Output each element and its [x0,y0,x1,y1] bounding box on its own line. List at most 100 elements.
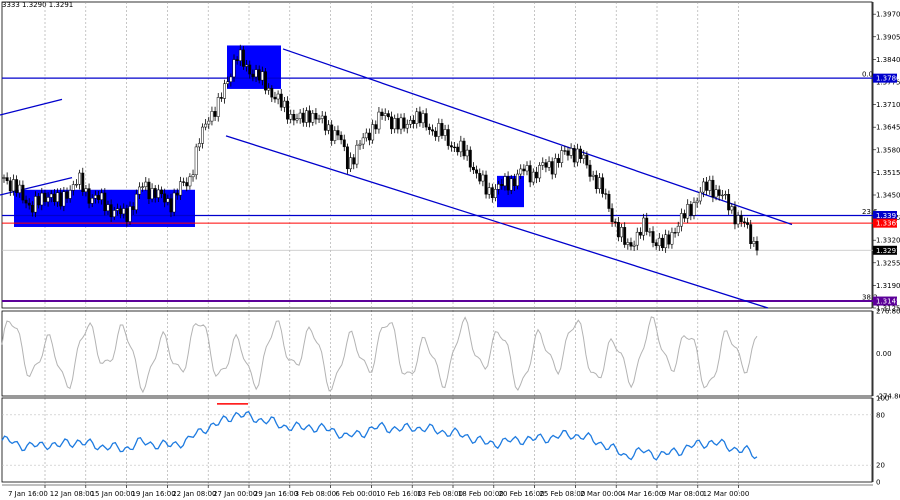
rsi-tick-label: 20 [876,462,885,470]
candle-body [695,200,699,203]
candle-body [352,157,356,165]
candle-body [153,188,157,198]
candle-body [673,232,677,234]
candle-body [601,177,605,194]
candle-body [156,189,160,198]
candle-body [739,215,743,223]
candle-body [115,208,119,211]
candle-body [434,130,438,137]
rsi-line [1,410,758,461]
candle-body [538,165,542,179]
candle-body [418,111,422,124]
candle-body [657,237,661,247]
candle-body [254,69,258,78]
candle-body [730,206,734,211]
candle-body [371,124,375,141]
candle-body [676,225,680,233]
candle-body [638,231,642,236]
time-axis-label: 19 Jan 16:00 [131,490,175,498]
price-level-tag-label: 1.3291 [876,247,900,255]
candle-body [437,123,441,137]
candle-body [604,193,608,195]
candle-body [78,172,82,185]
candle-body [453,146,456,149]
time-axis-label: 2 Mar 00:00 [580,490,622,498]
candle-body [270,88,274,98]
candle-body [689,204,693,216]
price-tick-label: 1.3905 [876,33,900,41]
candle-body [314,113,318,120]
time-axis-label: 7 Jan 16:00 [8,490,48,498]
candle-body [204,123,208,128]
candle-body [90,198,94,204]
rsi-pane-frame [1,397,873,483]
candle-body [150,188,154,200]
candle-body [582,154,586,159]
candle-body [667,234,671,245]
candle-body [701,181,705,193]
price-level-tag-label: 1.3369 [876,220,900,228]
candle-body [141,186,145,188]
price-tick-label: 1.3450 [876,191,900,199]
rsi-pane: 100 80 20 0 [1,395,889,487]
candle-body [166,198,170,203]
candle-body [686,204,690,219]
candle-body [519,168,523,175]
candle-body [333,130,337,141]
symbol-quote: 3333 1.3290 1.3291 [2,1,74,9]
candle-body [708,179,712,191]
candle-body [12,179,15,192]
candle-body [610,208,614,223]
candle-body [661,237,664,249]
candle-body [30,204,34,213]
candle-body [197,143,201,148]
candle-body [46,197,50,203]
candle-body [103,192,107,212]
candle-body [591,174,595,177]
candle-body [188,176,192,187]
price-tick-label: 1.3255 [876,259,900,267]
candle-body [651,231,655,243]
candle-body [71,184,75,191]
candle-body [355,144,359,165]
candle-body [93,195,97,199]
candle-body [566,150,570,156]
candle-body [345,146,349,170]
candle-body [361,137,365,145]
candle-body [172,192,176,213]
candle-body [579,148,583,159]
price-level-tag [873,245,897,255]
cci-tick-label: -274.865 [876,393,900,401]
candle-body [616,221,620,238]
candle-body [320,115,324,119]
candle-body [632,244,636,247]
candle-body [37,196,41,206]
candle-body [342,139,346,148]
candle-body [755,241,759,251]
candle-body [122,208,126,215]
candle-body [468,149,472,168]
candle-body [386,113,390,118]
candle-body [541,162,545,166]
candle-body [399,117,403,130]
time-axis-label: 18 Feb 00:00 [458,490,504,498]
candle-body [84,188,88,192]
candle-body [626,242,630,245]
candle-body [431,129,434,132]
candle-body [59,192,63,207]
candle-body [550,161,554,175]
time-axis-label: 6 Feb 00:00 [335,490,376,498]
candle-body [446,129,450,146]
candle-body [201,126,204,144]
candle-body [43,192,47,203]
candle-body [75,184,78,186]
candle-body [248,64,252,75]
trend-channel-line [0,176,73,196]
candle-body [182,181,186,183]
candle-body [380,111,384,116]
candle-body [654,242,658,247]
candle-body [97,195,100,200]
candle-body [531,171,535,183]
